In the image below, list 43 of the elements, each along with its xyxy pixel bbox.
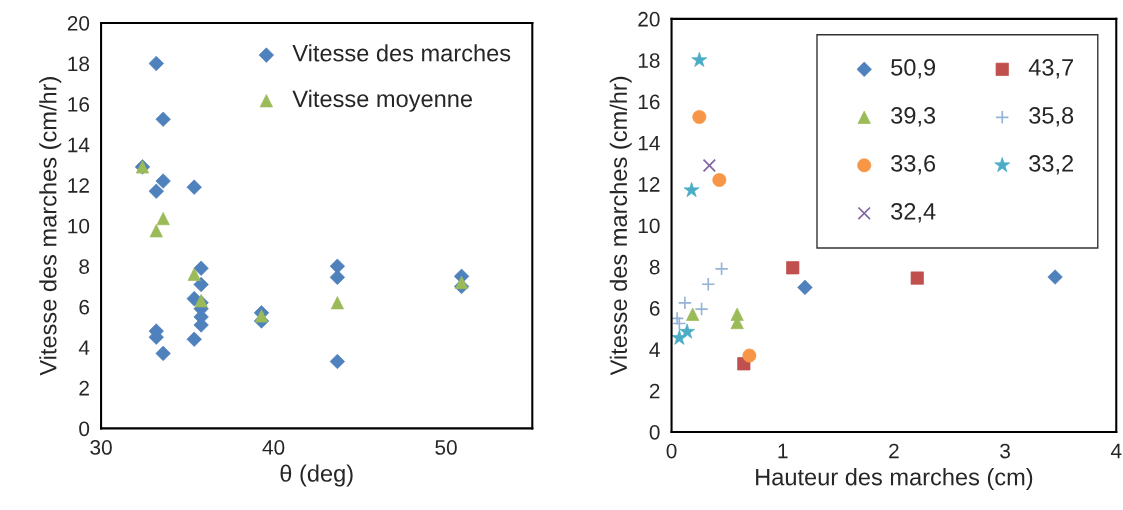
y-tick-label: 16 <box>68 97 90 112</box>
y-tick-label: 10 <box>638 218 660 234</box>
legend-label: 43,7 <box>1028 59 1073 79</box>
y-tick-label: 4 <box>78 340 90 355</box>
x-tick-label: 0 <box>666 443 677 459</box>
y-tick-label: 6 <box>649 301 660 316</box>
y-axis-title: Vitesse des marches (cm/hr) <box>609 76 632 376</box>
y-tick-label: 12 <box>68 178 89 193</box>
y-tick-label: 2 <box>649 383 660 399</box>
y-tick-label: 14 <box>638 136 660 151</box>
legend-label: Vitesse des marches <box>292 44 511 62</box>
x-tick-label: 3 <box>1000 443 1010 459</box>
y-tick-label: 2 <box>79 380 89 396</box>
x-tick-label: 1 <box>778 443 788 459</box>
y-tick-label: 18 <box>638 53 660 68</box>
y-tick-label: 16 <box>638 94 660 110</box>
y-tick-label: 14 <box>68 137 90 153</box>
y-tick-label: 8 <box>79 259 90 274</box>
x-tick-label: 50 <box>435 440 457 455</box>
legend-label: 39,3 <box>891 107 936 127</box>
legend-label: 50,9 <box>891 59 936 79</box>
y-tick-label: 20 <box>638 11 660 27</box>
y-tick-label: 10 <box>68 218 90 234</box>
legend-label: 32,4 <box>891 202 936 223</box>
y-tick-label: 6 <box>79 299 90 315</box>
y-tick-label: 12 <box>638 177 660 192</box>
x-axis-title: Hauteur des marches (cm) <box>756 468 1033 491</box>
x-tick-label: 4 <box>1110 443 1122 459</box>
y-tick-label: 4 <box>649 342 660 357</box>
y-tick-label: 20 <box>67 15 90 31</box>
x-tick-label: 2 <box>889 443 899 459</box>
legend-label: 33,2 <box>1029 155 1073 175</box>
y-tick-label: 8 <box>649 259 660 275</box>
x-tick-label: 30 <box>90 440 112 455</box>
x-tick-label: 40 <box>262 440 285 455</box>
y-tick-label: 0 <box>79 421 90 437</box>
x-axis-title: θ (deg) <box>280 464 353 487</box>
legend-label: Vitesse moyenne <box>292 89 472 112</box>
y-axis-title: Vitesse des marches (cm/hr) <box>39 77 62 376</box>
legend-label: 35,8 <box>1029 107 1074 127</box>
y-tick-label: 18 <box>68 56 90 72</box>
y-tick-label: 0 <box>649 424 660 440</box>
legend-label: 33,6 <box>891 155 936 175</box>
